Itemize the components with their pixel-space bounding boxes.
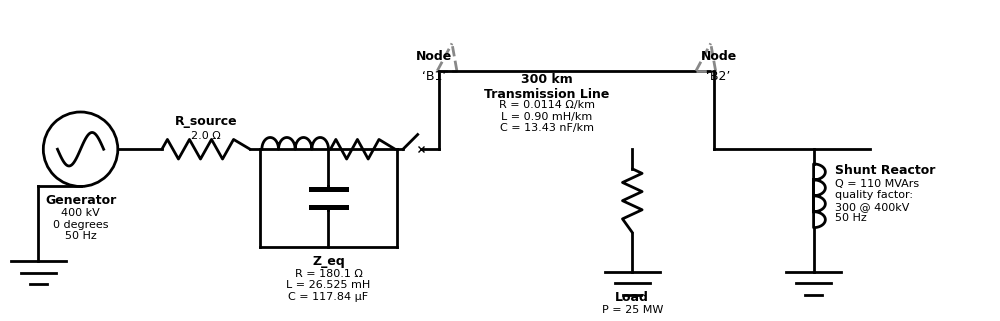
Text: R_source: R_source bbox=[175, 115, 237, 128]
Text: ‘B1’: ‘B1’ bbox=[422, 70, 447, 83]
Text: 2.0 Ω: 2.0 Ω bbox=[191, 131, 221, 141]
Text: ‘B2’: ‘B2’ bbox=[706, 70, 731, 83]
Text: 400 kV
0 degrees
50 Hz: 400 kV 0 degrees 50 Hz bbox=[53, 208, 108, 241]
Text: Q = 110 MVArs
quality factor:
300 @ 400kV
50 Hz: Q = 110 MVArs quality factor: 300 @ 400k… bbox=[835, 178, 919, 223]
Text: R = 0.0114 Ω/km
L = 0.90 mH/km
C = 13.43 nF/km: R = 0.0114 Ω/km L = 0.90 mH/km C = 13.43… bbox=[499, 100, 595, 134]
Text: P = 25 MW: P = 25 MW bbox=[602, 305, 663, 315]
Text: Z_eq: Z_eq bbox=[312, 255, 345, 268]
Text: Load: Load bbox=[615, 291, 649, 304]
Text: R = 180.1 Ω
L = 26.525 mH
C = 117.84 μF: R = 180.1 Ω L = 26.525 mH C = 117.84 μF bbox=[286, 269, 371, 302]
Text: Generator: Generator bbox=[45, 194, 116, 207]
Text: Node: Node bbox=[416, 50, 452, 63]
Text: 300 km
Transmission Line: 300 km Transmission Line bbox=[484, 73, 610, 101]
Text: Node: Node bbox=[700, 50, 737, 63]
Text: Shunt Reactor: Shunt Reactor bbox=[835, 164, 936, 177]
